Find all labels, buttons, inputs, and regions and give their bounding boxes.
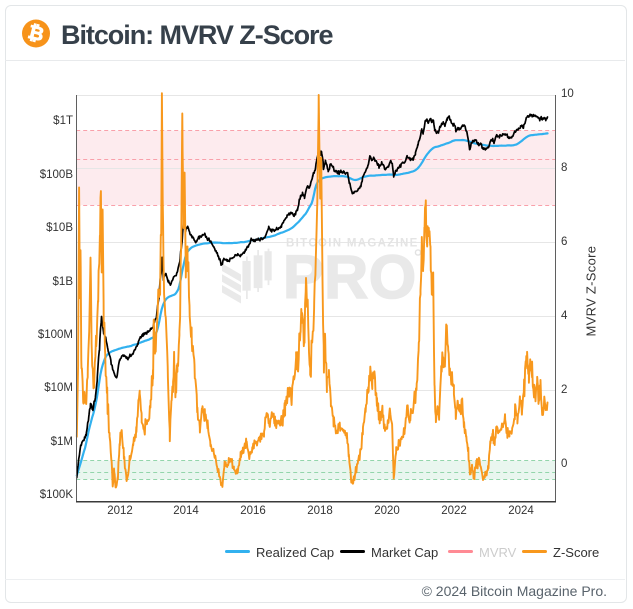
- svg-text:₿: ₿: [26, 22, 46, 46]
- svg-text:BITCOIN MAGAZINE: BITCOIN MAGAZINE: [286, 238, 419, 250]
- svg-text:PRO: PRO: [283, 243, 417, 311]
